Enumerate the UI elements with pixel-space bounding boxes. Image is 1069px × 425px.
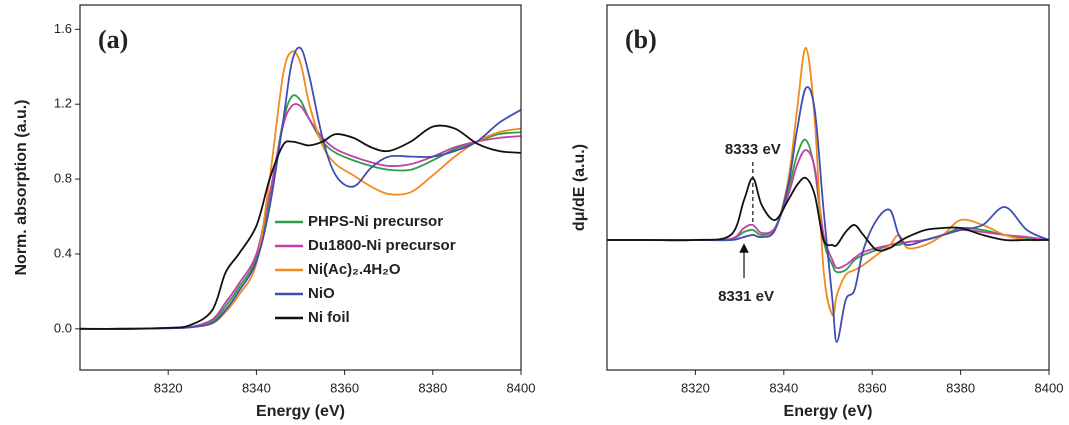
plot-area [607, 47, 1049, 343]
legend-label: NiO [308, 285, 335, 302]
series-line [80, 94, 521, 330]
y-tick-label: 0.4 [54, 245, 72, 260]
x-axis-title: Energy (eV) [256, 403, 345, 420]
series-line [80, 124, 521, 330]
series-line [607, 86, 1049, 343]
x-tick-label: 8400 [507, 380, 536, 395]
series-line [607, 176, 1049, 252]
annotation: 8333 eV [725, 141, 781, 158]
y-tick-label: 1.6 [54, 21, 72, 36]
legend-label: PHPS-Ni precursor [308, 213, 443, 230]
x-tick-label: 8320 [681, 380, 710, 395]
annotation: 8331 eV [718, 288, 774, 305]
x-tick-label: 8340 [769, 380, 798, 395]
legend-label: Ni foil [308, 309, 350, 326]
y-tick-label: 1.2 [54, 96, 72, 111]
x-tick-label: 8360 [858, 380, 887, 395]
y-tick-label: 0.8 [54, 171, 72, 186]
panel-label: (a) [98, 25, 128, 54]
y-tick-label: 0.0 [54, 320, 72, 335]
series-line [607, 47, 1049, 317]
panel-label: (b) [625, 25, 657, 54]
legend-label: Ni(Ac)₂.4H₂O [308, 261, 401, 278]
y-axis-title: dμ/dE (a.u.) [571, 144, 588, 231]
plot-area [80, 46, 521, 330]
axes-frame [79, 4, 522, 371]
legend-label: Du1800-Ni precursor [308, 237, 456, 254]
x-axis-title: Energy (eV) [784, 403, 873, 420]
x-tick-label: 8400 [1035, 380, 1064, 395]
x-tick-label: 8340 [242, 380, 271, 395]
y-axis-title: Norm. absorption (a.u.) [13, 100, 30, 276]
axes-frame [606, 4, 1050, 371]
x-tick-label: 8380 [418, 380, 447, 395]
series-line [80, 50, 521, 330]
x-tick-label: 8360 [330, 380, 359, 395]
series-line [80, 46, 521, 330]
x-tick-label: 8320 [154, 380, 183, 395]
x-tick-label: 8380 [946, 380, 975, 395]
